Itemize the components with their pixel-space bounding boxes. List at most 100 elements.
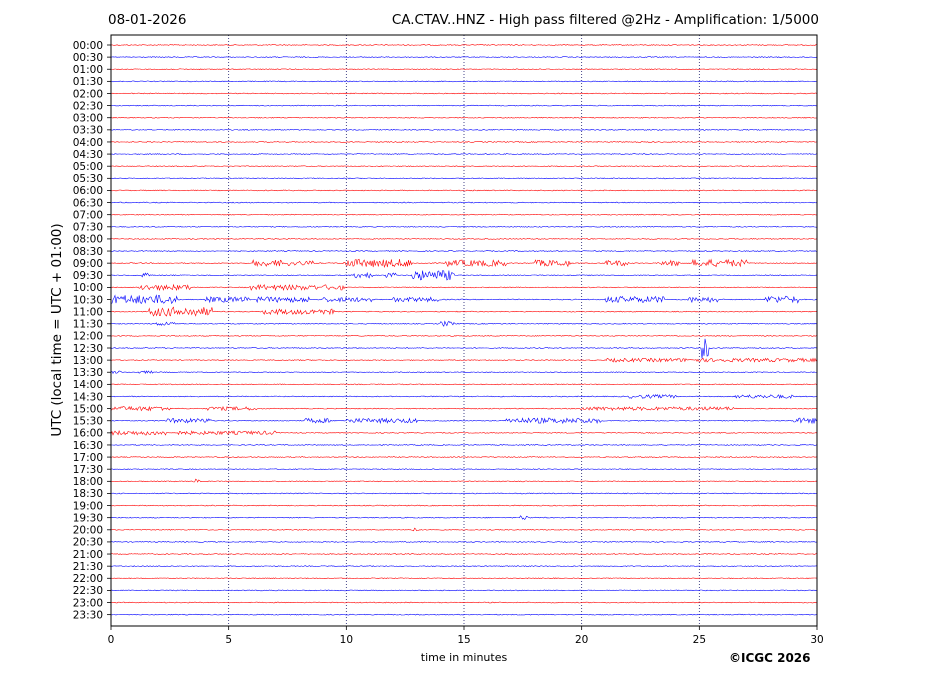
y-tick-label: 03:30 bbox=[73, 125, 103, 137]
x-tick-label: 0 bbox=[108, 634, 115, 646]
y-tick-label: 05:00 bbox=[73, 161, 103, 173]
trace-1430 bbox=[110, 394, 818, 400]
trace-0800 bbox=[110, 238, 818, 240]
trace-1100 bbox=[110, 306, 818, 317]
y-tick-label: 22:30 bbox=[73, 585, 103, 597]
y-tick-label: 11:00 bbox=[73, 306, 103, 318]
trace-1800 bbox=[110, 478, 818, 483]
y-tick-label: 21:00 bbox=[73, 549, 103, 561]
y-tick-label: 04:00 bbox=[73, 137, 103, 149]
y-tick-label: 10:30 bbox=[73, 294, 103, 306]
y-tick-label: 23:00 bbox=[73, 597, 103, 609]
y-tick-label: 07:00 bbox=[73, 209, 103, 221]
trace-1200 bbox=[111, 335, 818, 337]
y-tick-label: 16:30 bbox=[73, 440, 103, 452]
x-tick-label: 15 bbox=[457, 634, 470, 646]
y-tick-label: 13:30 bbox=[73, 367, 103, 379]
trace-2330 bbox=[110, 613, 817, 616]
y-tick-label: 04:30 bbox=[73, 149, 103, 161]
trace-0600 bbox=[110, 189, 817, 192]
y-tick-label: 02:00 bbox=[73, 88, 103, 100]
y-tick-label: 19:30 bbox=[73, 512, 103, 524]
y-tick-label: 01:00 bbox=[73, 64, 103, 76]
x-tick-label: 5 bbox=[225, 634, 232, 646]
trace-0330 bbox=[110, 129, 817, 131]
x-tick-label: 25 bbox=[693, 634, 706, 646]
y-tick-label: 00:00 bbox=[73, 40, 103, 52]
y-tick-label: 10:00 bbox=[73, 282, 103, 294]
y-tick-label: 19:00 bbox=[73, 500, 103, 512]
y-tick-label: 14:30 bbox=[73, 391, 103, 403]
trace-0300 bbox=[110, 116, 818, 119]
trace-1600 bbox=[110, 429, 818, 436]
y-tick-label: 11:30 bbox=[73, 319, 103, 331]
y-tick-label: 08:30 bbox=[73, 246, 103, 258]
y-tick-label: 17:00 bbox=[73, 452, 103, 464]
trace-1530 bbox=[110, 417, 818, 425]
trace-0830 bbox=[110, 250, 818, 252]
trace-0030 bbox=[111, 56, 818, 58]
y-tick-label: 02:30 bbox=[73, 100, 103, 112]
y-tick-label: 00:30 bbox=[73, 52, 103, 64]
trace-0930 bbox=[111, 270, 818, 281]
trace-2300 bbox=[111, 601, 818, 604]
trace-0100 bbox=[111, 68, 818, 71]
y-tick-label: 05:30 bbox=[73, 173, 103, 185]
trace-0900 bbox=[110, 258, 818, 269]
y-tick-label: 12:30 bbox=[73, 343, 103, 355]
chart-title: CA.CTAV..HNZ - High pass filtered @2Hz -… bbox=[391, 12, 819, 28]
y-tick-label: 15:00 bbox=[73, 403, 103, 415]
trace-0630 bbox=[110, 201, 818, 204]
trace-1000 bbox=[110, 283, 818, 292]
trace-1030 bbox=[110, 294, 818, 305]
y-tick-label: 12:00 bbox=[73, 331, 103, 343]
trace-1630 bbox=[110, 444, 818, 446]
y-tick-label: 21:30 bbox=[73, 561, 103, 573]
trace-0400 bbox=[110, 141, 818, 143]
y-tick-label: 09:30 bbox=[73, 270, 103, 282]
trace-2230 bbox=[110, 589, 818, 592]
x-tick-label: 30 bbox=[810, 634, 823, 646]
trace-1730 bbox=[110, 468, 817, 470]
trace-1500 bbox=[110, 405, 818, 412]
trace-1400 bbox=[110, 383, 818, 386]
y-tick-label: 07:30 bbox=[73, 222, 103, 234]
y-tick-label: 14:00 bbox=[73, 379, 103, 391]
trace-0430 bbox=[110, 153, 818, 155]
trace-2000 bbox=[110, 527, 818, 532]
trace-2100 bbox=[111, 553, 817, 555]
y-tick-label: 13:00 bbox=[73, 355, 103, 367]
y-tick-label: 20:30 bbox=[73, 537, 103, 549]
y-tick-label: 18:00 bbox=[73, 476, 103, 488]
plot-frame bbox=[110, 34, 818, 627]
date-label: 08-01-2026 bbox=[108, 12, 187, 28]
trace-1330 bbox=[110, 370, 817, 375]
trace-0700 bbox=[110, 213, 818, 216]
y-tick-label: 22:00 bbox=[73, 573, 103, 585]
trace-0230 bbox=[110, 104, 818, 107]
copyright-label: ©ICGC 2026 bbox=[729, 651, 811, 665]
trace-2030 bbox=[110, 541, 818, 543]
trace-0500 bbox=[110, 165, 818, 167]
trace-1230 bbox=[110, 338, 818, 359]
trace-2130 bbox=[110, 565, 818, 567]
y-tick-label: 08:00 bbox=[73, 234, 103, 246]
y-tick-label: 06:00 bbox=[73, 185, 103, 197]
y-tick-label: 01:30 bbox=[73, 76, 103, 88]
y-tick-label: 03:00 bbox=[73, 113, 103, 125]
x-axis-label: time in minutes bbox=[420, 651, 508, 664]
trace-0130 bbox=[110, 80, 817, 83]
trace-1930 bbox=[110, 515, 818, 520]
y-tick-label: 17:30 bbox=[73, 464, 103, 476]
trace-2200 bbox=[110, 577, 817, 580]
x-tick-label: 20 bbox=[575, 634, 588, 646]
y-tick-label: 20:00 bbox=[73, 525, 103, 537]
y-tick-label: 09:00 bbox=[73, 258, 103, 270]
x-tick-label: 10 bbox=[340, 634, 353, 646]
y-tick-label: 23:30 bbox=[73, 609, 103, 621]
trace-0200 bbox=[110, 92, 818, 95]
y-tick-label: 16:00 bbox=[73, 428, 103, 440]
trace-1300 bbox=[110, 357, 818, 363]
trace-1130 bbox=[110, 320, 818, 327]
